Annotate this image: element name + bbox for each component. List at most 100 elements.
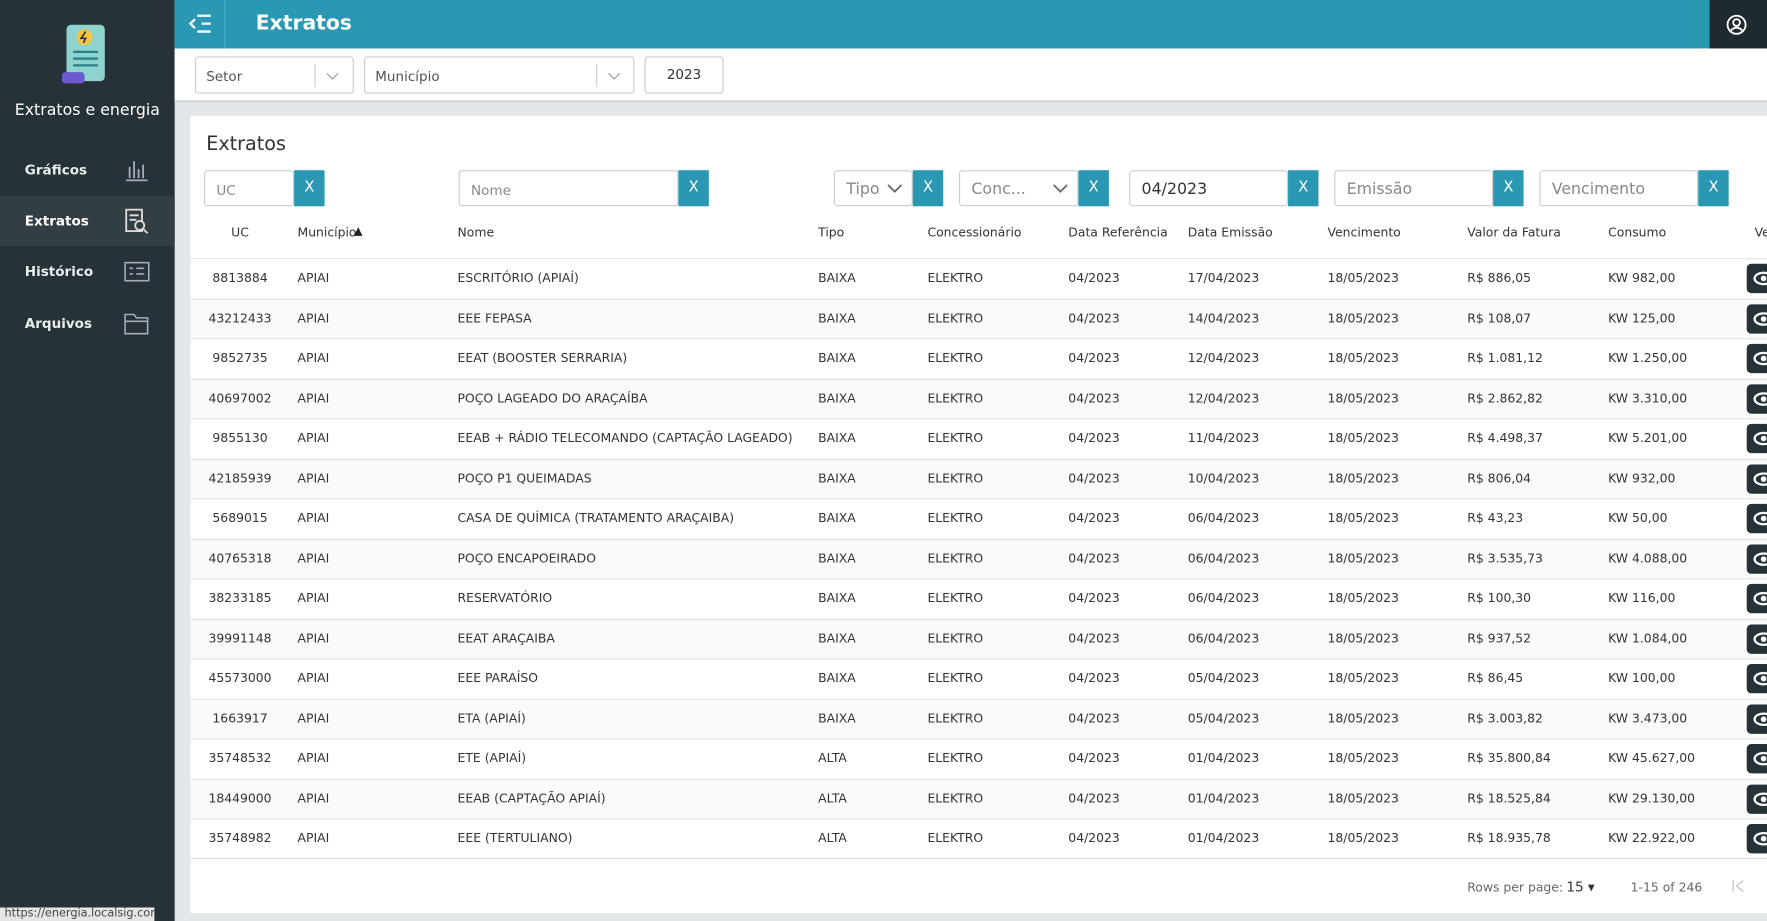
table-row [190, 418, 1767, 459]
eye-icon [1753, 471, 1767, 486]
table-cell: 18/05/2023 [1327, 550, 1399, 566]
filter-input[interactable]: Emissão [1334, 170, 1494, 207]
first-page-button[interactable] [1731, 878, 1747, 894]
menu-item[interactable]: Extratos [0, 196, 175, 246]
clear-button[interactable]: X [1078, 170, 1109, 207]
view-button[interactable] [1746, 623, 1767, 654]
table-row [190, 258, 1767, 299]
filter-input[interactable]: Tipo [833, 170, 913, 207]
table-cell: R$ 3.535,73 [1467, 550, 1543, 566]
table-cell: RESERVATÓRIO [457, 590, 553, 606]
table-cell: 18/05/2023 [1327, 750, 1399, 766]
table-cell: 12/04/2023 [1187, 390, 1260, 406]
column-header[interactable]: Município [297, 225, 357, 241]
view-button[interactable] [1746, 703, 1767, 734]
table-cell: R$ 86,45 [1467, 670, 1524, 686]
table-cell: KW 116,00 [1608, 590, 1676, 606]
table-row [190, 338, 1767, 379]
table-cell: APIAI [297, 390, 330, 406]
view-button[interactable] [1746, 784, 1767, 814]
table-cell: 04/2023 [1068, 830, 1120, 846]
menu-item[interactable]: Gráficos [0, 145, 175, 195]
table-cell: 18/05/2023 [1327, 390, 1399, 406]
eye-icon [1753, 511, 1767, 526]
table-cell: 45573000 [208, 670, 272, 686]
view-button[interactable] [1746, 744, 1767, 774]
table-cell: 04/2023 [1068, 670, 1120, 686]
filter-placeholder: Tipo [846, 180, 880, 199]
table-cell: R$ 100,30 [1467, 590, 1532, 606]
view-button[interactable] [1746, 663, 1767, 694]
view-button[interactable] [1746, 824, 1767, 854]
table-cell: 04/2023 [1068, 590, 1120, 606]
view-button[interactable] [1746, 383, 1767, 414]
table-cell: 43212433 [208, 310, 272, 326]
menu-item[interactable]: Histórico [0, 247, 175, 297]
rows-per-page-select[interactable]: 15 ▾ [1566, 879, 1595, 896]
column-header: Tipo [818, 225, 845, 241]
table-cell: KW 22.922,00 [1608, 830, 1696, 846]
table-cell: ELEKTRO [927, 790, 984, 806]
table-cell: ELEKTRO [927, 830, 984, 846]
table-row [190, 378, 1767, 419]
filter-input[interactable]: Vencimento [1539, 170, 1699, 207]
table-cell: APIAI [297, 430, 330, 446]
rows-per-page-value: 15 [1566, 879, 1584, 896]
setor-select[interactable]: Setor [194, 56, 354, 94]
table-cell: 04/2023 [1068, 630, 1120, 646]
table-cell: BAIXA [818, 670, 856, 686]
eye-icon [1753, 831, 1767, 846]
divider [224, 0, 226, 49]
table-cell: 11/04/2023 [1187, 430, 1260, 446]
table-cell: 04/2023 [1068, 270, 1120, 286]
table-cell: KW 100,00 [1608, 670, 1676, 686]
eye-icon [1753, 751, 1767, 766]
clear-button[interactable]: X [294, 170, 325, 207]
filter-input[interactable]: 04/2023 [1129, 170, 1289, 207]
view-button[interactable] [1746, 423, 1767, 454]
select-label: Município [375, 68, 440, 85]
table-cell: EEE (TERTULIANO) [457, 830, 573, 846]
view-button[interactable] [1746, 343, 1767, 374]
table-cell: R$ 18.525,84 [1467, 790, 1551, 806]
collapse-button[interactable] [188, 12, 213, 35]
table-cell: KW 5.201,00 [1608, 430, 1688, 446]
clear-button[interactable]: X [1493, 170, 1524, 207]
user-button[interactable] [1725, 14, 1748, 37]
view-button[interactable] [1746, 463, 1767, 494]
clear-button[interactable]: X [1698, 170, 1729, 207]
clear-button[interactable]: X [1288, 170, 1319, 207]
view-button[interactable] [1746, 583, 1767, 614]
view-button[interactable] [1746, 303, 1767, 334]
user-area [1709, 0, 1767, 49]
view-button[interactable] [1746, 543, 1767, 574]
column-header: UC [231, 225, 249, 241]
page-title: Extratos [255, 11, 352, 35]
table-cell: APIAI [297, 750, 330, 766]
view-button[interactable] [1746, 503, 1767, 534]
table-cell: CASA DE QUÍMICA (TRATAMENTO ARAÇAIBA) [457, 510, 735, 526]
clear-button[interactable]: X [678, 170, 709, 207]
table-cell: APIAI [297, 270, 330, 286]
select-label: Setor [206, 68, 243, 85]
eye-icon [1753, 551, 1767, 566]
column-header: Concessionário [927, 225, 1022, 241]
filter-input[interactable]: UC [203, 170, 295, 207]
filter-input[interactable]: Nome [458, 170, 679, 207]
filter-input[interactable]: Conc... [959, 170, 1079, 207]
report-icon [125, 208, 149, 234]
table-cell: 04/2023 [1068, 790, 1120, 806]
municipio-select[interactable]: Município [363, 56, 635, 94]
menu-item[interactable]: Arquivos [0, 299, 175, 349]
table-cell: R$ 2.862,82 [1467, 390, 1543, 406]
table-cell: 06/04/2023 [1187, 590, 1260, 606]
clear-button[interactable]: X [912, 170, 944, 207]
table-cell: 04/2023 [1068, 350, 1120, 366]
table-cell: 18/05/2023 [1327, 350, 1399, 366]
table-cell: 18/05/2023 [1327, 310, 1399, 326]
view-button[interactable] [1746, 263, 1767, 294]
filter-placeholder: Nome [471, 182, 511, 199]
year-input[interactable]: 2023 [644, 56, 724, 94]
table-cell: 1663917 [212, 710, 268, 726]
table-cell: EEAT ARAÇAIBA [457, 630, 555, 646]
